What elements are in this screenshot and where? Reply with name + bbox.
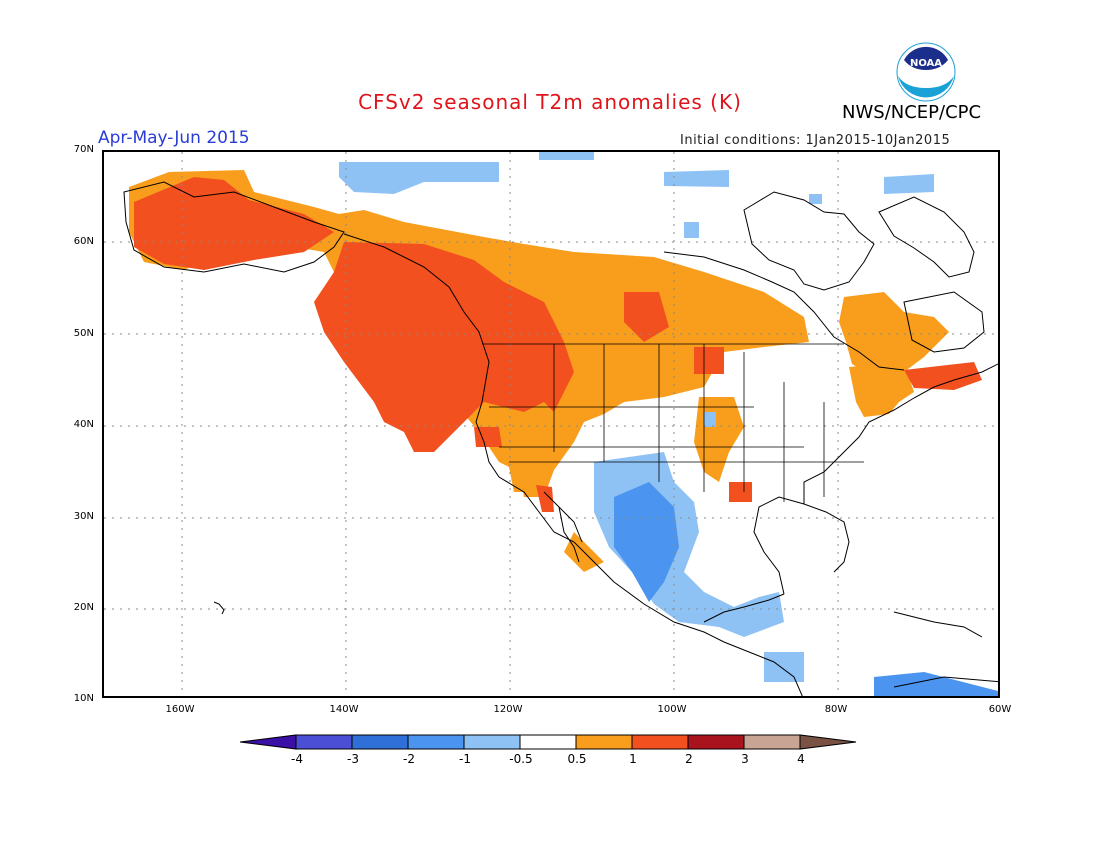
initial-conditions: Initial conditions: 1Jan2015-10Jan2015 xyxy=(680,133,951,148)
colorbar-label: -3 xyxy=(347,752,359,766)
agency-label: NWS/NCEP/CPC xyxy=(842,102,982,123)
lon-label: 140W xyxy=(329,704,359,715)
map-canvas xyxy=(104,152,998,696)
map-title: CFSv2 seasonal T2m anomalies (K) xyxy=(358,90,742,114)
lat-label: 40N xyxy=(73,419,94,430)
colorbar-segment xyxy=(407,734,465,750)
noaa-logo: NOAA xyxy=(896,42,956,102)
colorbar-segment xyxy=(519,734,577,750)
lon-label: 120W xyxy=(493,704,523,715)
color-scale-bar xyxy=(240,734,857,750)
coastlines xyxy=(123,181,998,696)
forecast-period: Apr-May-Jun 2015 xyxy=(98,128,250,148)
lat-label: 70N xyxy=(73,144,94,155)
colorbar-label: -1 xyxy=(459,752,471,766)
colorbar-label: -2 xyxy=(403,752,415,766)
anomaly-field xyxy=(129,152,998,696)
lat-label: 60N xyxy=(73,236,94,247)
colorbar-segment xyxy=(351,734,409,750)
colorbar-label: 4 xyxy=(797,752,805,766)
colorbar-label: -4 xyxy=(291,752,303,766)
colorbar-label: 1 xyxy=(629,752,637,766)
colorbar-label: -0.5 xyxy=(509,752,533,766)
lon-label: 60W xyxy=(988,704,1012,715)
colorbar-segment xyxy=(631,734,689,750)
colorbar-segment xyxy=(799,734,857,750)
colorbar-segment xyxy=(575,734,633,750)
colorbar-segment xyxy=(295,734,353,750)
colorbar-segment xyxy=(687,734,745,750)
lon-label: 80W xyxy=(824,704,848,715)
logo-text: NOAA xyxy=(910,58,942,69)
lon-label: 100W xyxy=(657,704,687,715)
lat-label: 30N xyxy=(73,511,94,522)
colorbar-label: 2 xyxy=(685,752,693,766)
colorbar-label: 3 xyxy=(741,752,749,766)
state-borders xyxy=(482,343,864,502)
colorbar-segment xyxy=(240,734,297,750)
lon-label: 160W xyxy=(165,704,195,715)
colorbar-segment xyxy=(463,734,521,750)
lat-label: 10N xyxy=(73,693,94,704)
lat-label: 50N xyxy=(73,328,94,339)
colorbar-segment xyxy=(743,734,801,750)
anomaly-map xyxy=(102,150,1000,698)
colorbar-label: 0.5 xyxy=(567,752,587,766)
grid-lines xyxy=(104,152,998,696)
lat-label: 20N xyxy=(73,602,94,613)
